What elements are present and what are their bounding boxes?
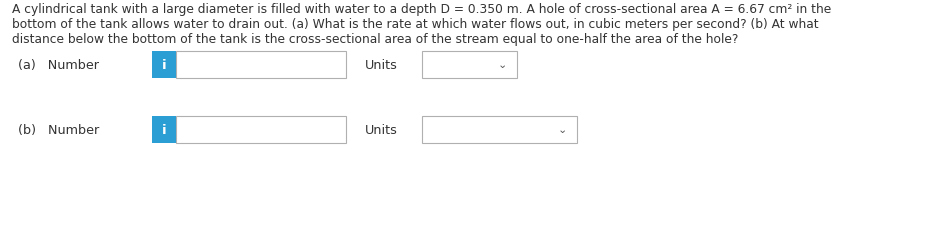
Text: distance below the bottom of the tank is the cross-sectional area of the stream : distance below the bottom of the tank is… <box>12 33 738 46</box>
Text: i: i <box>161 59 166 72</box>
Text: (b)   Number: (b) Number <box>18 124 99 136</box>
Text: bottom of the tank allows water to drain out. (a) What is the rate at which wate: bottom of the tank allows water to drain… <box>12 18 818 31</box>
Text: ⌄: ⌄ <box>557 125 566 135</box>
Text: Units: Units <box>365 124 397 136</box>
Text: A cylindrical tank with a large diameter is filled with water to a depth D = 0.3: A cylindrical tank with a large diameter… <box>12 3 831 16</box>
Text: ⌄: ⌄ <box>496 60 506 70</box>
Text: i: i <box>161 124 166 136</box>
Text: (a)   Number: (a) Number <box>18 59 99 72</box>
Text: Units: Units <box>365 59 397 72</box>
